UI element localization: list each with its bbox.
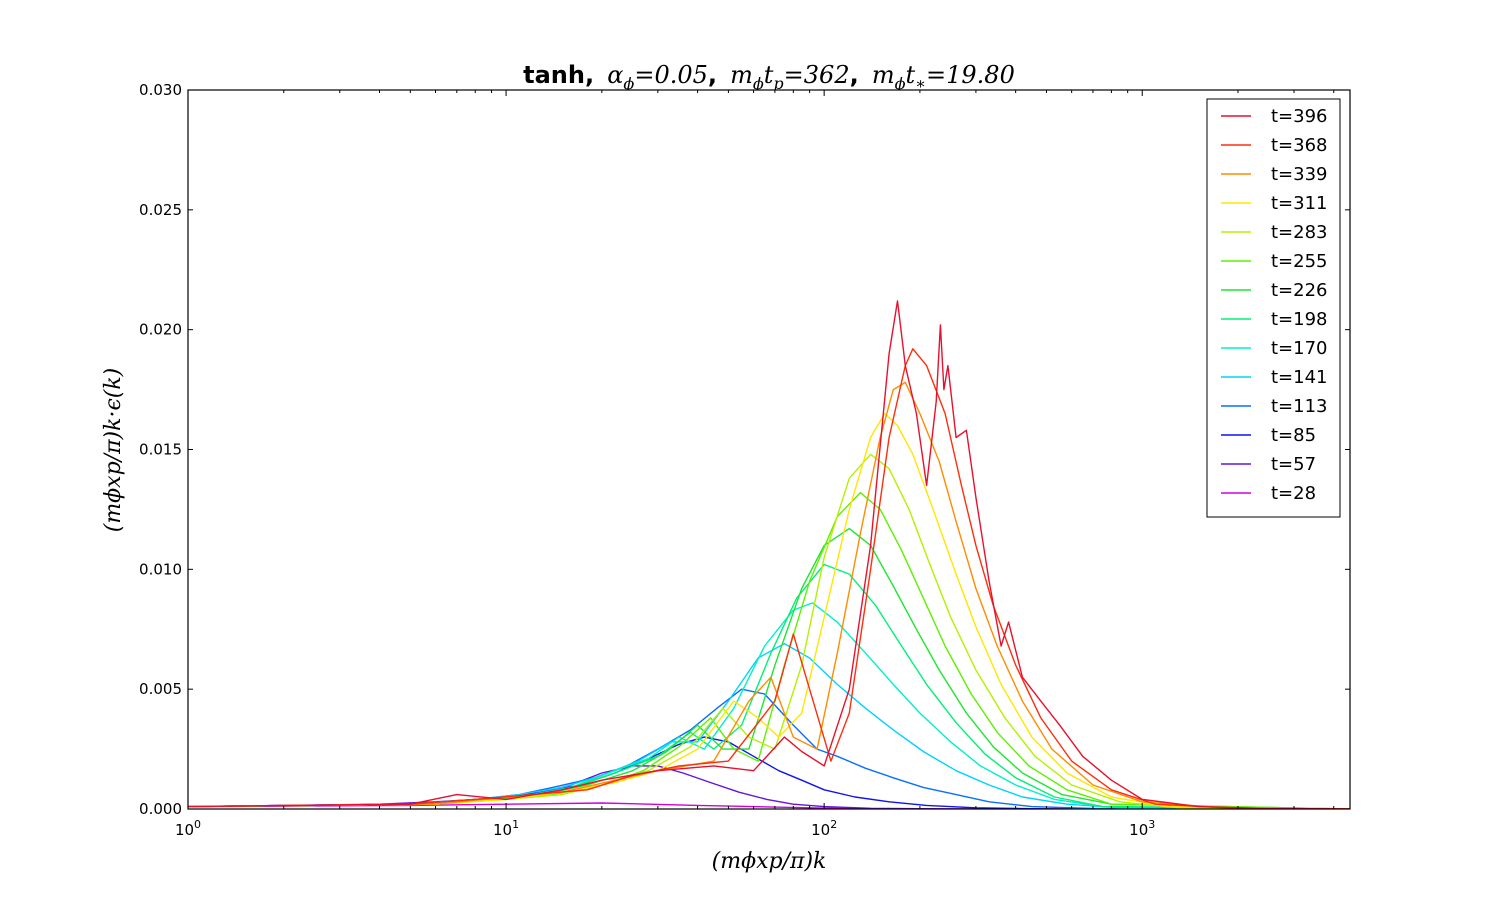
- y-tick-label: 0.015: [139, 441, 182, 459]
- series-line-t-396: [188, 300, 1350, 809]
- legend-label: t=85: [1271, 425, 1316, 446]
- legend-box: [1206, 98, 1341, 518]
- legend: t=396 t=368 t=339 t=311 t=283 t=255 t=226 t=198…: [1206, 98, 1341, 518]
- y-tick-label: 0.020: [139, 321, 182, 339]
- x-tick-label: 100: [175, 818, 201, 839]
- series-line-t-170: [188, 602, 1350, 809]
- legend-label: t=283: [1271, 222, 1328, 243]
- x-tick-label: 102: [811, 818, 837, 839]
- legend-label: t=57: [1271, 454, 1316, 475]
- plot-area: [188, 90, 1350, 809]
- y-axis-label: (mϕxp/π)k·ϵ(k): [101, 368, 126, 533]
- y-tick-label: 0.025: [139, 201, 182, 219]
- legend-label: t=226: [1271, 280, 1328, 301]
- legend-label: t=28: [1271, 483, 1316, 504]
- series-layer: [188, 300, 1350, 809]
- legend-label: t=339: [1271, 164, 1328, 185]
- chart-title: tanh, αϕ=0.05, mϕtp=362, mϕt∗=19.80: [523, 61, 1015, 93]
- legend-label: t=170: [1271, 338, 1328, 359]
- title-prefix: tanh,: [523, 61, 594, 89]
- x-tick-label: 101: [493, 818, 519, 839]
- legend-label: t=396: [1271, 106, 1328, 127]
- series-line-t-141: [188, 642, 1350, 809]
- y-tick-label: 0.030: [139, 81, 182, 99]
- ticks-layer: 0.000 0.005 0.010 0.015 0.020 0.025 0.030 100 10…: [139, 81, 1350, 839]
- legend-label: t=311: [1271, 193, 1328, 214]
- series-line-t-226: [188, 527, 1350, 809]
- y-tick-label: 0.000: [139, 800, 182, 818]
- legend-label: t=368: [1271, 135, 1328, 156]
- series-line-t-368: [188, 348, 1350, 809]
- series-line-t-113: [188, 688, 1350, 809]
- y-tick-label: 0.010: [139, 560, 182, 578]
- legend-label: t=255: [1271, 251, 1328, 272]
- legend-label: t=198: [1271, 309, 1328, 330]
- x-tick-label: 103: [1129, 818, 1155, 839]
- y-tick-label: 0.005: [139, 680, 182, 698]
- legend-label: t=141: [1271, 367, 1328, 388]
- x-axis-label: (mϕxp/π)k: [712, 849, 827, 874]
- legend-label: t=113: [1271, 396, 1328, 417]
- series-line-t-311: [188, 412, 1350, 809]
